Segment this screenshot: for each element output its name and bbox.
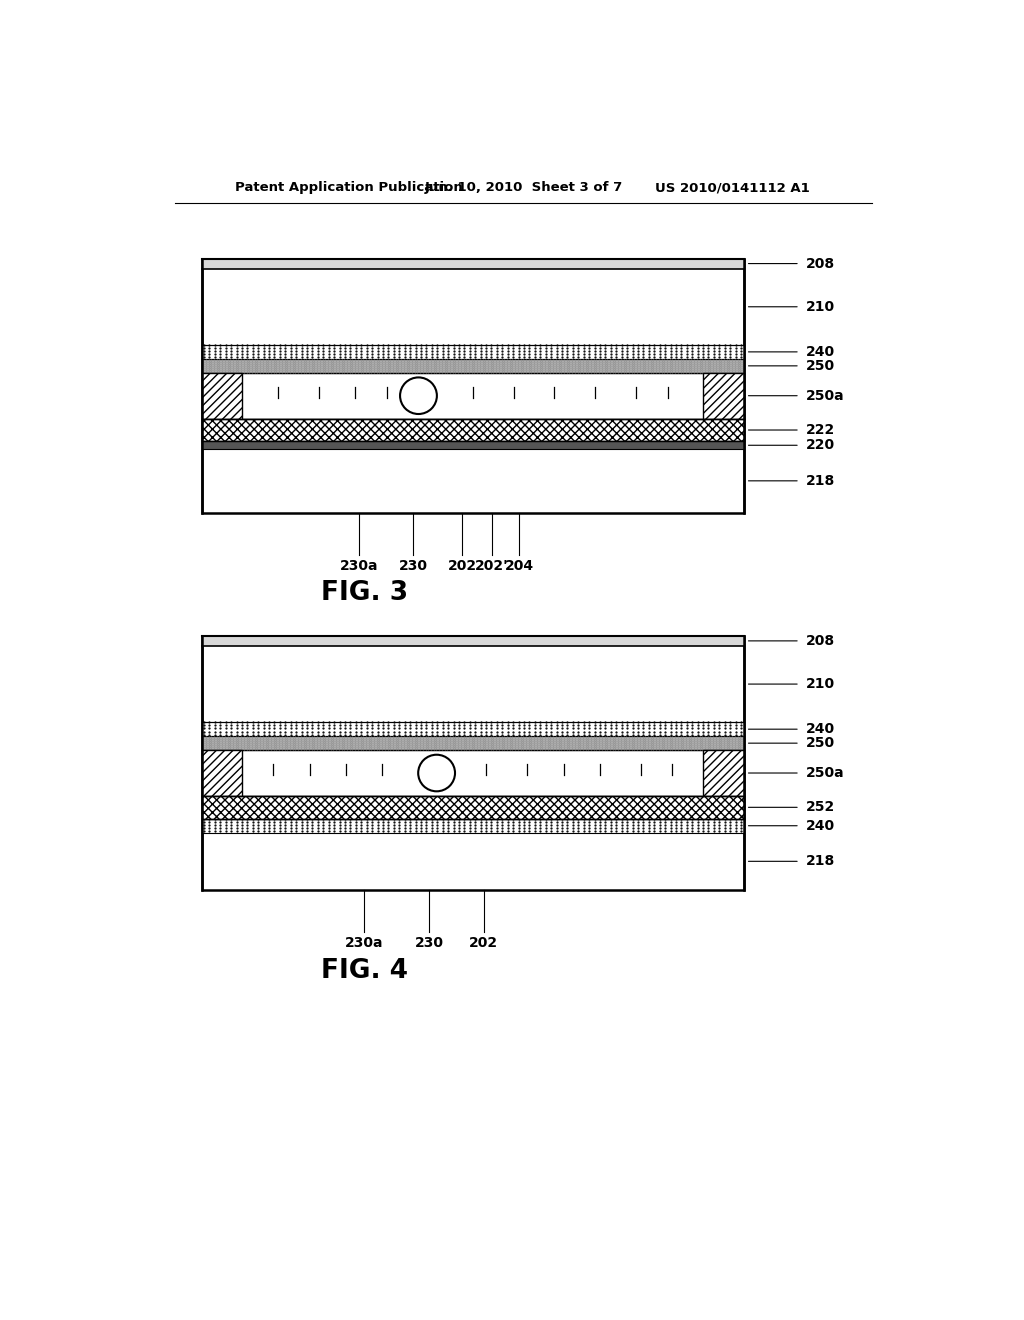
Bar: [703, 750, 744, 796]
Polygon shape: [384, 381, 389, 387]
Polygon shape: [638, 759, 643, 764]
Text: 250: 250: [806, 359, 836, 372]
Text: 252: 252: [806, 800, 836, 814]
Text: 230: 230: [415, 936, 444, 950]
Text: 204: 204: [505, 558, 534, 573]
Bar: [202, 372, 243, 418]
Text: 240: 240: [806, 818, 836, 833]
Polygon shape: [307, 759, 312, 764]
Circle shape: [316, 405, 321, 409]
Bar: [202, 750, 243, 796]
Polygon shape: [633, 381, 639, 387]
Bar: [202, 359, 744, 372]
Text: 250: 250: [806, 737, 836, 750]
Text: FIG. 3: FIG. 3: [321, 581, 408, 606]
Text: 220: 220: [806, 438, 836, 453]
Bar: [202, 259, 744, 269]
Bar: [202, 259, 744, 512]
Bar: [202, 345, 744, 359]
Bar: [202, 636, 744, 890]
Bar: [202, 737, 744, 750]
Bar: [202, 372, 744, 418]
Text: 222: 222: [806, 422, 836, 437]
Polygon shape: [352, 381, 357, 387]
Polygon shape: [524, 759, 530, 764]
Text: Jun. 10, 2010  Sheet 3 of 7: Jun. 10, 2010 Sheet 3 of 7: [425, 181, 623, 194]
Circle shape: [471, 405, 475, 409]
Text: 230a: 230a: [345, 936, 384, 950]
Bar: [202, 441, 744, 449]
Text: 250a: 250a: [806, 766, 845, 780]
Text: FIG. 4: FIG. 4: [321, 958, 408, 983]
Polygon shape: [483, 759, 489, 764]
Bar: [202, 750, 744, 796]
Text: 230a: 230a: [340, 558, 378, 573]
Text: 208: 208: [806, 256, 836, 271]
Bar: [202, 722, 744, 737]
Bar: [202, 796, 744, 818]
Text: US 2010/0141112 A1: US 2010/0141112 A1: [655, 181, 810, 194]
Text: 250a: 250a: [806, 388, 845, 403]
Bar: [202, 818, 744, 833]
Polygon shape: [670, 759, 675, 764]
Bar: [202, 418, 744, 441]
Text: 202': 202': [475, 558, 509, 573]
Text: 230: 230: [398, 558, 428, 573]
Polygon shape: [270, 759, 276, 764]
Text: 218: 218: [806, 854, 836, 869]
Text: 202: 202: [469, 936, 499, 950]
Circle shape: [553, 405, 556, 409]
Bar: [703, 372, 744, 418]
Text: 202: 202: [447, 558, 476, 573]
Circle shape: [385, 405, 388, 409]
Text: 218: 218: [806, 474, 836, 488]
Text: 240: 240: [806, 722, 836, 737]
Circle shape: [634, 405, 638, 409]
Polygon shape: [380, 759, 385, 764]
Polygon shape: [597, 759, 602, 764]
Polygon shape: [275, 381, 281, 387]
Polygon shape: [552, 381, 557, 387]
Polygon shape: [593, 381, 598, 387]
Polygon shape: [343, 759, 349, 764]
Polygon shape: [470, 381, 475, 387]
Polygon shape: [511, 381, 516, 387]
Polygon shape: [665, 381, 671, 387]
Text: 240: 240: [806, 345, 836, 359]
Text: 208: 208: [806, 634, 836, 648]
Polygon shape: [316, 381, 322, 387]
Bar: [202, 636, 744, 645]
Text: 210: 210: [806, 677, 836, 692]
Polygon shape: [561, 759, 566, 764]
Text: Patent Application Publication: Patent Application Publication: [234, 181, 463, 194]
Text: 210: 210: [806, 300, 836, 314]
